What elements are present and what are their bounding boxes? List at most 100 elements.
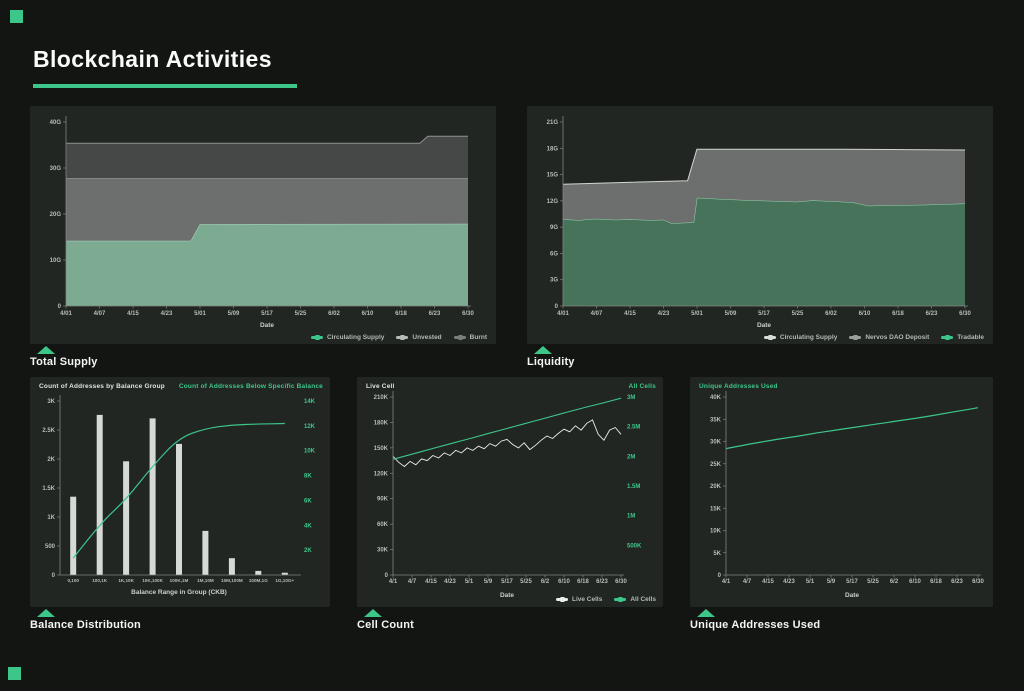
- liquidity-chart: 0 3G 6G 9G 12G 15G 18G 21G 4/01 4/07 4/15 4/23 5/01 5…: [547, 116, 971, 329]
- legend-item: Unvested: [396, 334, 442, 341]
- svg-text:20G: 20G: [50, 212, 62, 218]
- svg-text:30K: 30K: [377, 548, 389, 554]
- legend-label: Circulating Supply: [326, 334, 385, 341]
- cell-count-chart: 0 30K 60K 90K 120K 150K 180K 210K 500K 1M 1.5M 2M 2.…: [374, 391, 642, 599]
- svg-text:4/23: 4/23: [161, 311, 173, 317]
- legend-marker-icon: [941, 335, 954, 340]
- caption-label: Balance Distribution: [30, 619, 141, 631]
- svg-text:120K: 120K: [374, 471, 389, 477]
- chart-panel-balance-distribution: Count of Addresses by Balance Group Coun…: [30, 377, 330, 607]
- brand-square-top: [10, 10, 23, 23]
- svg-text:90K: 90K: [377, 497, 389, 503]
- svg-text:5/09: 5/09: [228, 311, 240, 317]
- svg-text:4/1: 4/1: [722, 579, 731, 585]
- svg-text:20K: 20K: [710, 484, 722, 490]
- svg-text:21G: 21G: [547, 120, 559, 126]
- cell-right-axis-title: All Cells: [628, 383, 656, 390]
- unique-addresses-chart: 0 5K 10K 15K 20K 25K 30K 35K 40K 4/1 4/7 4/15 4/23 5/…: [710, 391, 984, 599]
- total-supply-legend: Circulating Supply Unvested Burnt: [310, 334, 487, 341]
- svg-text:6/18: 6/18: [577, 579, 589, 585]
- svg-text:6K: 6K: [304, 498, 312, 504]
- svg-text:6/02: 6/02: [328, 311, 340, 317]
- svg-text:1G,10G+: 1G,10G+: [275, 578, 294, 583]
- svg-text:30K: 30K: [710, 440, 722, 446]
- svg-text:1.5K: 1.5K: [42, 486, 55, 492]
- svg-text:4/15: 4/15: [127, 311, 139, 317]
- svg-text:6/10: 6/10: [859, 311, 871, 317]
- svg-text:10K,100K: 10K,100K: [142, 578, 163, 583]
- svg-text:5/01: 5/01: [691, 311, 703, 317]
- svg-text:18G: 18G: [547, 146, 559, 152]
- svg-text:4K: 4K: [304, 523, 312, 529]
- caption-label: Cell Count: [357, 619, 414, 631]
- svg-text:3M: 3M: [627, 395, 635, 401]
- svg-text:40K: 40K: [710, 395, 722, 401]
- svg-text:4/7: 4/7: [743, 579, 752, 585]
- svg-text:1M: 1M: [627, 514, 635, 520]
- caption-arrow-icon: [37, 346, 55, 354]
- legend-item: Circulating Supply: [763, 334, 837, 341]
- svg-text:0: 0: [718, 573, 722, 579]
- svg-text:5/17: 5/17: [758, 311, 770, 317]
- caption-arrow-icon: [534, 346, 552, 354]
- legend-item: All Cells: [614, 596, 656, 603]
- page-title: Blockchain Activities: [33, 46, 272, 72]
- svg-text:1K,10K: 1K,10K: [118, 578, 134, 583]
- legend-marker-icon: [614, 597, 627, 602]
- svg-text:4/07: 4/07: [591, 311, 603, 317]
- caption-liquidity: Liquidity: [527, 346, 575, 368]
- legend-marker-icon: [849, 335, 862, 340]
- svg-text:6/23: 6/23: [926, 311, 938, 317]
- svg-text:35K: 35K: [710, 417, 722, 423]
- legend-item: Tradable: [941, 334, 984, 341]
- svg-text:Date: Date: [500, 592, 514, 599]
- svg-text:6/10: 6/10: [362, 311, 374, 317]
- svg-text:10G: 10G: [50, 258, 62, 264]
- svg-text:8K: 8K: [304, 474, 312, 480]
- caption-label: Total Supply: [30, 356, 98, 368]
- caption-cell-count: Cell Count: [357, 609, 414, 631]
- svg-text:5/9: 5/9: [827, 579, 836, 585]
- svg-text:4/7: 4/7: [408, 579, 417, 585]
- legend-label: Unvested: [412, 334, 442, 341]
- svg-text:6/10: 6/10: [558, 579, 570, 585]
- balance-right-axis-title: Count of Addresses Below Specific Balanc…: [178, 383, 323, 390]
- chart-panel-cell-count: Live Cell All Cells 0 30K 60K 90K 120K 150K 18…: [357, 377, 663, 607]
- svg-text:4/15: 4/15: [624, 311, 636, 317]
- legend-marker-icon: [396, 335, 409, 340]
- svg-text:3K: 3K: [47, 399, 55, 405]
- svg-text:40G: 40G: [50, 120, 62, 126]
- svg-text:0: 0: [385, 573, 389, 579]
- svg-text:4/23: 4/23: [658, 311, 670, 317]
- svg-text:6/30: 6/30: [615, 579, 627, 585]
- svg-text:150K: 150K: [374, 446, 389, 452]
- svg-text:5K: 5K: [713, 551, 721, 557]
- caption-balance-distribution: Balance Distribution: [30, 609, 141, 631]
- svg-text:6/23: 6/23: [596, 579, 608, 585]
- svg-text:4/23: 4/23: [783, 579, 795, 585]
- svg-text:4/15: 4/15: [425, 579, 437, 585]
- balance-distribution-chart: 0 500 1K 1.5K 2K 2.5K 3K 2K 4K 6K 8K 10K 12K 14K 0,100…: [42, 395, 316, 596]
- svg-text:5/01: 5/01: [194, 311, 206, 317]
- svg-text:6/2: 6/2: [541, 579, 550, 585]
- svg-text:5/09: 5/09: [725, 311, 737, 317]
- svg-text:6/30: 6/30: [959, 311, 971, 317]
- svg-text:2K: 2K: [47, 457, 55, 463]
- legend-item: Circulating Supply: [310, 334, 385, 341]
- svg-text:6/2: 6/2: [890, 579, 899, 585]
- svg-text:30G: 30G: [50, 166, 62, 172]
- svg-text:2.5M: 2.5M: [627, 425, 640, 431]
- svg-text:0: 0: [58, 304, 62, 310]
- caption-unique-addresses: Unique Addresses Used: [690, 609, 820, 631]
- svg-text:6/02: 6/02: [825, 311, 837, 317]
- caption-arrow-icon: [364, 609, 382, 617]
- svg-text:5/17: 5/17: [501, 579, 513, 585]
- svg-text:25K: 25K: [710, 462, 722, 468]
- legend-label: All Cells: [630, 596, 656, 603]
- svg-text:Date: Date: [845, 592, 859, 599]
- svg-text:Date: Date: [757, 322, 771, 329]
- svg-text:5/25: 5/25: [867, 579, 879, 585]
- svg-text:6G: 6G: [550, 251, 558, 257]
- svg-text:5/25: 5/25: [295, 311, 307, 317]
- legend-label: Burnt: [469, 334, 487, 341]
